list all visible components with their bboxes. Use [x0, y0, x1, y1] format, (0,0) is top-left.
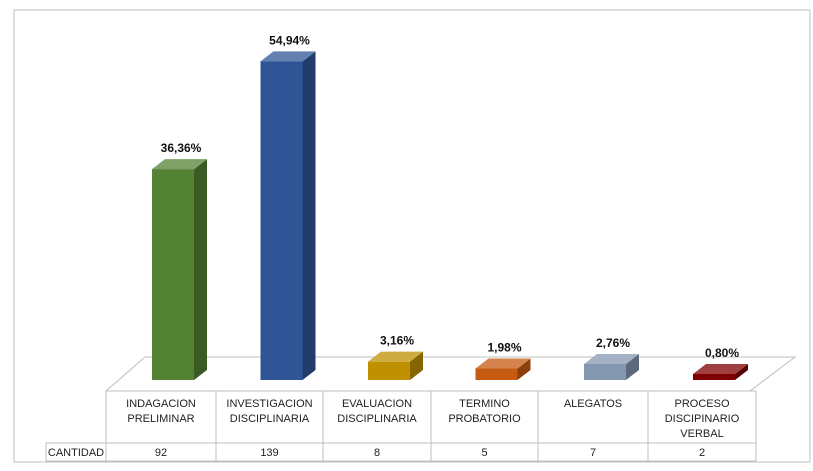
- bar-top: [368, 351, 423, 362]
- bar-4: [475, 358, 531, 380]
- bar-front: [475, 368, 518, 380]
- category-label: DISCIPLINARIA: [230, 413, 310, 425]
- category-label: DISCIPINARIO: [665, 413, 740, 425]
- bar-1: [152, 159, 207, 380]
- bar-front: [152, 169, 194, 380]
- category-label: TERMINO: [459, 398, 510, 410]
- bars-layer: [152, 51, 748, 381]
- data-label: 54,94%: [269, 33, 310, 47]
- bar-top: [693, 364, 748, 374]
- bar-2: [260, 51, 316, 381]
- bar-top: [584, 353, 639, 364]
- table-cell-value: 139: [260, 447, 278, 459]
- bar-front: [368, 361, 410, 380]
- data-label: 1,98%: [487, 341, 521, 355]
- bar-side: [626, 353, 639, 380]
- data-label: 36,36%: [161, 141, 202, 155]
- table-cell-value: 2: [699, 447, 705, 459]
- data-labels-layer: 36,36% 54,94% 3,16% 1,98% 2,76% 0,80%: [161, 33, 740, 360]
- category-label: PRELIMINAR: [127, 413, 194, 425]
- data-label: 2,76%: [596, 336, 630, 350]
- bar-top: [260, 51, 316, 62]
- data-table: INDAGACION PRELIMINAR INVESTIGACION DISCIPL…: [45, 390, 757, 462]
- category-label: DISCIPLINARIA: [337, 413, 417, 425]
- data-label: 0,80%: [705, 346, 739, 360]
- table-cell-value: 7: [590, 447, 596, 459]
- table-cell-value: 92: [155, 447, 167, 459]
- bar-5: [584, 353, 639, 380]
- data-label: 3,16%: [380, 334, 414, 348]
- category-label: EVALUACION: [342, 398, 412, 410]
- bar-side: [302, 51, 316, 381]
- bar-front: [584, 363, 626, 380]
- table-row-label: CANTIDAD: [48, 447, 104, 459]
- bar-front: [260, 61, 303, 381]
- category-label: VERBAL: [680, 428, 723, 440]
- bar-side: [194, 159, 207, 380]
- category-label: PROBATORIO: [448, 413, 521, 425]
- category-label: ALEGATOS: [564, 398, 622, 410]
- category-label: INDAGACION: [126, 398, 196, 410]
- chart-border: [13, 9, 811, 463]
- category-label: INVESTIGACION: [226, 398, 312, 410]
- chart-floor: [104, 356, 797, 392]
- table-cell-value: 8: [374, 447, 380, 459]
- bar-side: [735, 364, 748, 380]
- table-cell-value: 5: [481, 447, 487, 459]
- category-label: PROCESO: [674, 398, 729, 410]
- bar-side: [410, 351, 423, 380]
- bar-front: [693, 374, 735, 380]
- bar-6: [693, 364, 748, 380]
- bar-3: [368, 351, 423, 380]
- bar-top: [152, 159, 207, 170]
- bar-side: [517, 358, 531, 380]
- bar-top: [475, 358, 531, 369]
